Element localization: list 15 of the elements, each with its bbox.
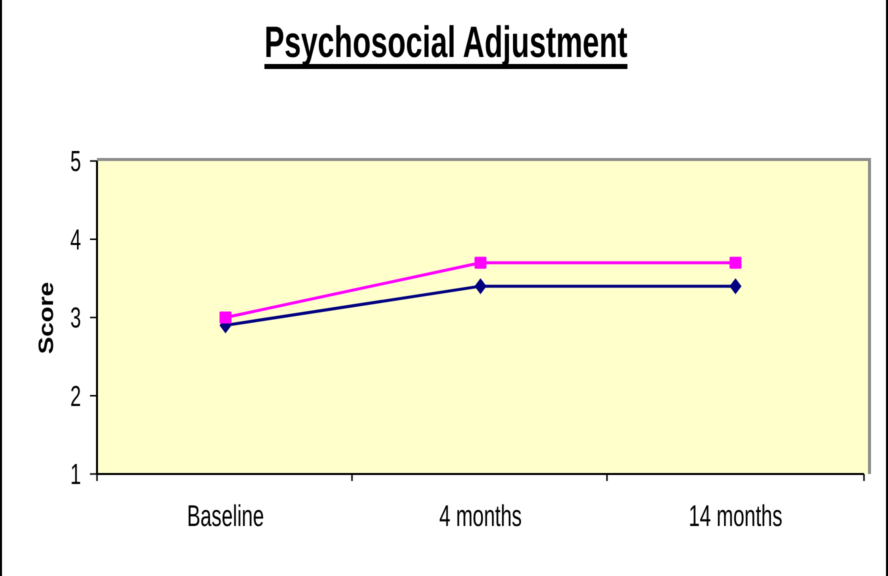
y-tick-label: 1 (70, 459, 81, 492)
point (474, 278, 486, 294)
y-tick-label: 3 (70, 302, 81, 335)
y-axis-title: Score (34, 281, 58, 354)
point (730, 256, 742, 269)
x-tick-label: 4 months (439, 500, 522, 534)
point (220, 312, 232, 324)
y-tick-label: 2 (70, 381, 81, 413)
point (474, 256, 486, 269)
x-tick-label: Baseline (186, 500, 264, 534)
chart-title: Psychosocial Adjustment (264, 18, 628, 68)
y-tick-label: 5 (70, 146, 81, 178)
y-tick-label: 4 (70, 224, 81, 256)
point (730, 278, 742, 294)
x-tick-label: 14 months (688, 500, 782, 534)
